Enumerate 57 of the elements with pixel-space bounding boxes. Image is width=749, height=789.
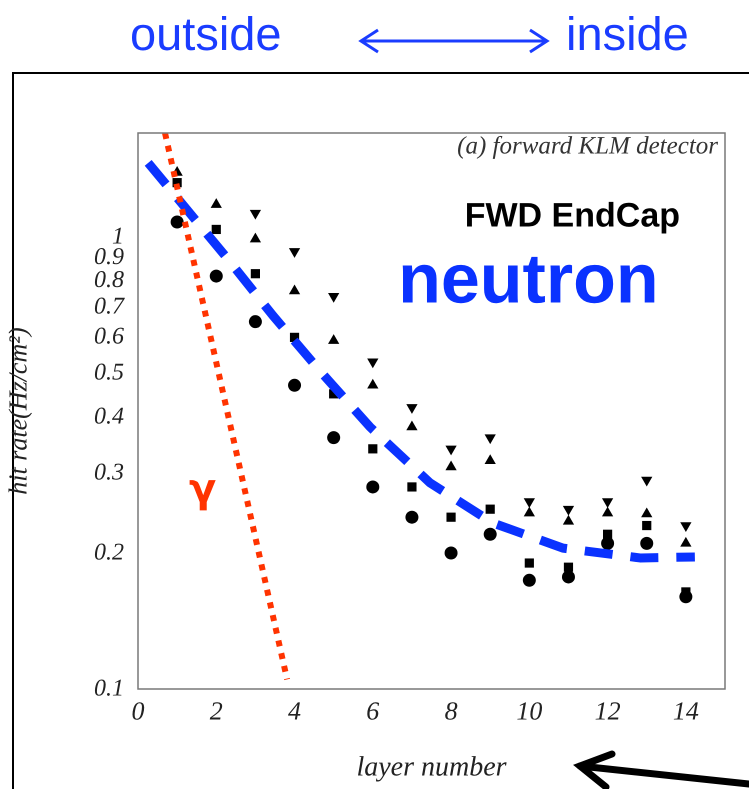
x-tick-label: 10 <box>516 696 542 726</box>
point <box>407 482 417 492</box>
y-tick-label: 0.2 <box>94 539 124 566</box>
y-tick-label: 0.3 <box>94 460 124 486</box>
point <box>327 431 340 444</box>
x-tick-label: 2 <box>210 696 223 726</box>
point <box>640 536 654 550</box>
point <box>641 476 652 487</box>
point <box>603 530 612 539</box>
point <box>486 504 495 514</box>
point <box>484 434 496 444</box>
point <box>642 520 652 530</box>
point <box>405 510 418 524</box>
x-axis-title: layer number <box>356 752 507 783</box>
point <box>288 248 300 258</box>
point <box>444 546 458 560</box>
text: inside <box>566 6 689 62</box>
text: outside <box>130 6 282 62</box>
point <box>446 512 456 522</box>
point <box>522 574 536 587</box>
x-tick-label: 0 <box>132 696 144 726</box>
point <box>367 358 378 368</box>
y-tick-label: 0.4 <box>94 403 124 430</box>
series-label: γ <box>188 466 216 512</box>
point <box>250 269 260 278</box>
point <box>562 570 575 584</box>
annotation: FWD EndCap <box>464 196 680 234</box>
point <box>328 292 340 303</box>
point <box>445 446 457 456</box>
point <box>366 480 380 494</box>
point <box>406 404 418 414</box>
x-tick-label: 4 <box>288 696 302 726</box>
point <box>288 378 302 392</box>
point <box>524 558 534 568</box>
point <box>170 216 184 229</box>
series-label: neutron <box>398 239 659 318</box>
x-tick-label: 6 <box>366 696 380 726</box>
point <box>248 315 262 328</box>
y-tick-label: 0.5 <box>94 359 124 386</box>
point <box>210 270 223 283</box>
point <box>564 562 574 572</box>
point <box>602 498 614 508</box>
annotation: (a) forward KLM detector <box>457 132 718 160</box>
point <box>524 498 535 508</box>
point <box>484 528 497 541</box>
y-tick-label: 0.7 <box>94 293 125 320</box>
x-tick-label: 12 <box>594 696 621 726</box>
x-tick-label: 14 <box>672 696 699 726</box>
x-tick-label: 8 <box>444 696 458 726</box>
point <box>562 506 574 516</box>
point <box>212 224 221 234</box>
point <box>368 444 378 454</box>
y-tick-label: 0.1 <box>94 675 124 702</box>
point <box>250 210 262 220</box>
y-axis-title: hit rate(Hz/cm²) <box>3 327 32 495</box>
y-tick-label: 0.6 <box>94 324 124 350</box>
point <box>680 522 692 532</box>
